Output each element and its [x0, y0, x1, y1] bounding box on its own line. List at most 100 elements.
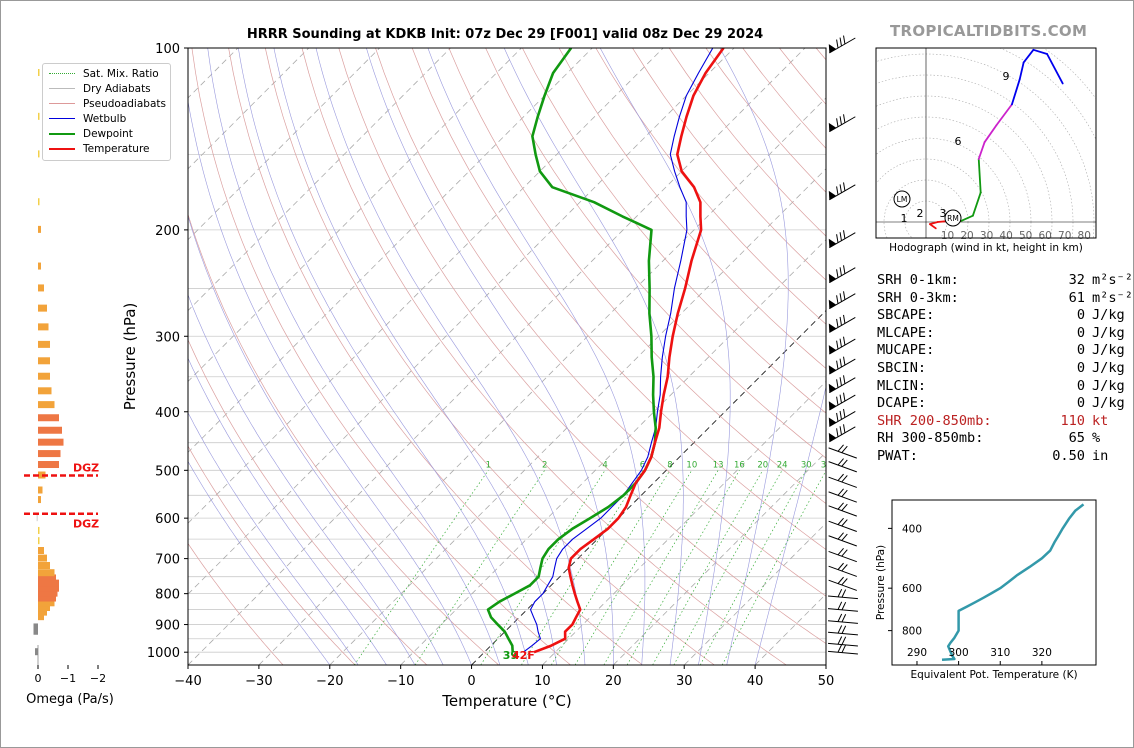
wind-barb-feather [843, 392, 846, 402]
dry-adiabat [264, 48, 715, 665]
wind-barb-feather [843, 230, 846, 239]
wind-barb-feather [843, 265, 846, 274]
omega-bar [38, 323, 49, 331]
hodograph-ring-label: 20 [960, 230, 973, 242]
y-tick-label: 900 [155, 619, 180, 634]
x-axis-label: Temperature (°C) [441, 692, 571, 710]
wind-barb-feather [836, 295, 839, 304]
dry-adiabat [522, 48, 826, 414]
hodograph-segment [995, 103, 1013, 127]
mixing-ratio-label: 30 [801, 460, 812, 470]
omega-bar [38, 496, 41, 504]
wind-barb-feather [837, 644, 843, 653]
param-row: RH 300-850mb: 65% [877, 430, 1133, 448]
wind-barb-feather [839, 410, 842, 420]
param-unit: J/kg [1092, 359, 1125, 376]
omega-bar [38, 198, 40, 206]
param-unit: J/kg [1092, 307, 1125, 324]
hodograph-segment [1046, 53, 1064, 85]
skewt-legend: Sat. Mix. Ratio Dry Adiabats Pseudoadiab… [42, 63, 171, 161]
param-label: RH 300-850mb: [877, 430, 984, 447]
wind-barb-feather [841, 644, 847, 653]
wind-barb-feather [837, 562, 844, 570]
wind-barb-feather [837, 532, 844, 540]
param-label: PWAT: [877, 447, 918, 464]
surface-temperature-label: 42F [512, 649, 535, 662]
omega-bar [38, 450, 61, 458]
wind-barb-feather [839, 37, 842, 47]
param-value: 65 [1068, 430, 1085, 447]
theta-e-y-tick-label: 400 [902, 523, 922, 535]
wind-barb-feather [841, 614, 847, 623]
wind-barb-flag [828, 122, 837, 132]
omega-bar [38, 69, 40, 77]
wind-barb-feather [843, 114, 846, 123]
wind-barb [828, 375, 856, 394]
hodograph-height-label: 6 [955, 135, 962, 148]
wind-barb-feather [841, 489, 848, 498]
storm-motion-lm-marker [893, 190, 911, 208]
pseudoadiabat [188, 215, 444, 665]
param-label: MLCIN: [877, 377, 927, 394]
param-row: SBCAPE: 0 J/kg [877, 307, 1133, 325]
wind-barb-feather [839, 377, 842, 386]
wind-barb-feather [841, 589, 847, 598]
wind-barb-feather [836, 269, 839, 278]
wind-barb-staff [828, 491, 857, 503]
param-unit: J/kg [1092, 324, 1125, 341]
hodograph-height-label: 2 [917, 207, 924, 220]
wind-barb [828, 517, 857, 532]
param-row: SRH 0-1km: 32 m²s⁻² [877, 272, 1133, 290]
theta-e-y-axis-label: Pressure (hPa) [875, 545, 887, 620]
dry-adiabat [188, 542, 284, 665]
wind-barb-staff [827, 608, 858, 612]
mixing-ratio-label: 2 [542, 460, 547, 470]
pseudoadiabat [719, 48, 789, 665]
omega-bar [38, 486, 43, 494]
wind-barb [828, 356, 856, 375]
wind-barb-feather [843, 35, 846, 45]
param-unit: m²s⁻² [1092, 272, 1133, 288]
omega-bar [38, 561, 50, 569]
param-label: DCAPE: [877, 395, 927, 412]
isotherm [683, 522, 826, 665]
wind-barb [827, 636, 858, 647]
hodograph-segment [1022, 48, 1035, 64]
theta-e-line [941, 503, 1085, 662]
mixing-ratio-line [480, 470, 606, 665]
omega-bar [38, 471, 46, 479]
omega-bar [38, 537, 40, 545]
hodograph-ring-label: 40 [999, 230, 1012, 242]
param-value: 0 [1076, 342, 1085, 359]
wind-barb-feather [837, 576, 844, 584]
wind-barb [828, 562, 857, 577]
param-label: SBCIN: [877, 359, 927, 376]
param-unit: J/kg [1092, 395, 1125, 412]
wind-barb [828, 408, 856, 427]
wind-barb-staff [829, 116, 856, 133]
isotherm [400, 239, 826, 665]
wind-barb-feather [841, 564, 848, 572]
y-tick-label: 300 [155, 330, 180, 345]
wind-barb-flag [828, 299, 837, 309]
legend-label: Sat. Mix. Ratio [83, 67, 159, 80]
param-row: PWAT: 0.50 in [877, 448, 1133, 466]
wind-barb-feather [837, 488, 844, 496]
mixing-ratio-label: 20 [757, 460, 768, 470]
wind-barb-staff [828, 579, 857, 591]
wind-barb-feather [836, 379, 839, 388]
omega-bar [33, 623, 38, 631]
legend-label: Dewpoint [83, 127, 133, 140]
omega-bar [38, 357, 50, 365]
wind-barb [828, 424, 856, 443]
param-value: 32 [1068, 272, 1085, 288]
mixing-ratio-label: 36 [821, 460, 832, 470]
wind-barb-feather [839, 394, 842, 404]
dry-adiabat [595, 48, 826, 325]
dry-adiabat [448, 48, 826, 505]
wind-barb [828, 532, 857, 547]
omega-bar [38, 401, 55, 409]
hodograph-ring-label: 80 [1078, 230, 1091, 242]
hodograph-segment [1011, 78, 1021, 106]
wind-barb [828, 230, 856, 249]
